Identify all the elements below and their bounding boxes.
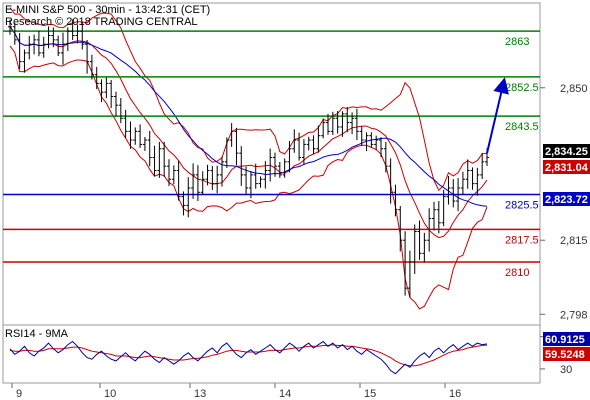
rsi-tag-bg	[543, 347, 590, 361]
level-label: 2817.5	[505, 234, 539, 246]
level-label: 2843.5	[505, 121, 539, 133]
moving-average	[9, 26, 488, 207]
y-tick-label: 2,798	[560, 309, 588, 321]
time-axis: 9 10 13 14 15 16	[3, 382, 540, 400]
x-tick-label: 16	[449, 388, 461, 400]
rsi-line	[9, 340, 488, 375]
candlesticks	[8, 19, 489, 298]
support-resistance-levels: 2863 2852.5 2843.5 2825.5 2817.5 2810	[3, 30, 540, 279]
price-tag-bg	[543, 144, 590, 158]
rsi-tag-label: 60.9125	[545, 334, 585, 346]
x-tick-label: 14	[279, 388, 291, 400]
x-tick-label: 9	[16, 388, 22, 400]
x-tick-label: 10	[104, 388, 116, 400]
moving-average-line	[9, 26, 488, 207]
forecast-arrow	[486, 77, 509, 154]
level-label: 2852.5	[505, 82, 539, 94]
price-tag-label: 2,831.04	[545, 162, 589, 174]
bollinger-upper-line	[9, 7, 488, 192]
x-tick-label: 13	[194, 388, 206, 400]
y-tick-label: 2,850	[560, 83, 588, 95]
x-tick-label: 15	[364, 388, 376, 400]
price-tags: 2,834.25 2,831.04 2,823.72	[543, 144, 590, 206]
price-tag-label: 2,834.25	[545, 146, 588, 158]
level-label: 2825.5	[505, 199, 539, 211]
bollinger-lower-line	[9, 45, 488, 310]
level-label: 2863	[505, 36, 529, 48]
y-tick-label: 2,815	[560, 235, 588, 247]
rsi-title: RSI14 - 9MA	[5, 328, 69, 340]
chart-subtitle: Research © 2018 TRADING CENTRAL	[5, 16, 198, 28]
bollinger-bands	[9, 7, 488, 310]
chart-title: E-MINI S&P 500 - 30min - 13:42:31 (CET)	[5, 4, 210, 16]
level-label: 2810	[505, 267, 529, 279]
price-tag-label: 2,823.72	[545, 194, 588, 206]
rsi-tick-label: 30	[560, 364, 572, 376]
rsi-tag-label: 59.5248	[545, 349, 585, 361]
bollinger-middle-line	[9, 26, 488, 239]
price-tag-bg	[543, 192, 590, 206]
rsi-tag-bg	[543, 332, 590, 346]
rsi-panel-frame	[2, 324, 541, 384]
price-axis: 2,850 2,815 2,798	[540, 83, 588, 321]
price-tag-bg	[543, 160, 590, 174]
price-panel-frame	[2, 2, 541, 326]
forecast-arrow-line	[486, 77, 509, 154]
